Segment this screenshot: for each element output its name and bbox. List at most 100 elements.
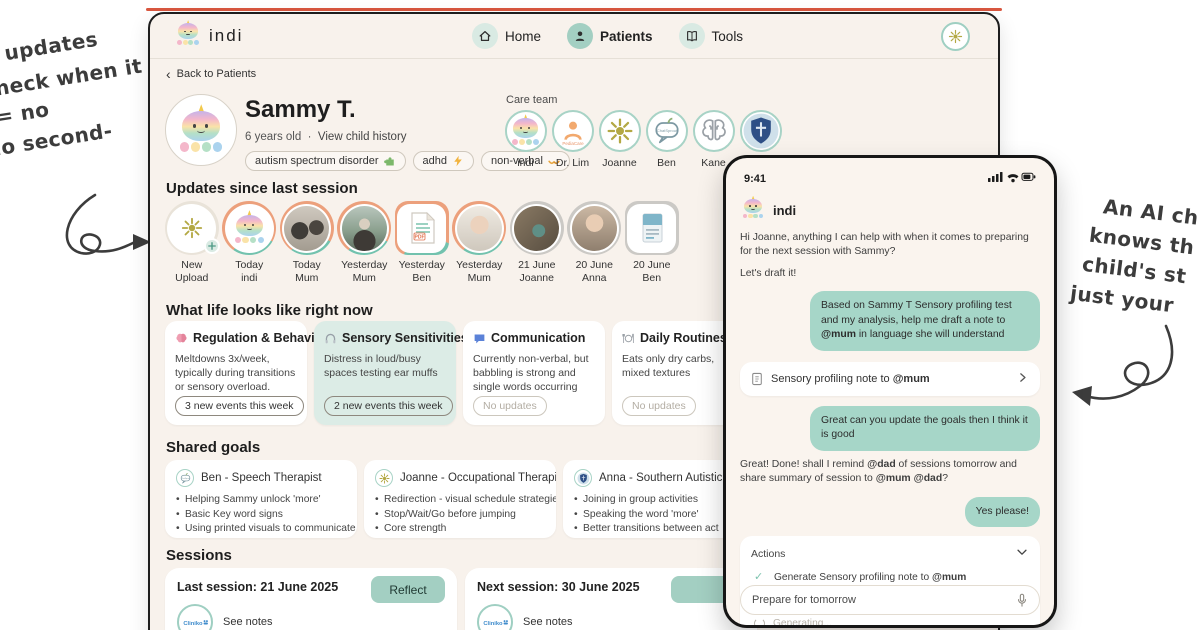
life-card-sensory-sensitivities[interactable]: Sensory Sensitivities Distress in loud/b… (314, 321, 468, 425)
plus-icon (203, 238, 220, 254)
back-link[interactable]: ‹ Back to Patients (166, 67, 256, 81)
update-item-yesterday-ben[interactable]: PDF Yesterday Ben (393, 201, 451, 285)
note-attachment-card[interactable]: Sensory profiling note to @mum (740, 361, 1040, 396)
window-top-accent (146, 8, 1002, 11)
utensils-icon (622, 332, 635, 345)
agent-message: Great! Done! shall I remind @dad of sess… (740, 458, 1017, 485)
patient-info: Sammy T. 6 years old · View child histor… (245, 96, 570, 171)
life-card-title: Daily Routines (640, 331, 727, 345)
life-card-title: Communication (491, 331, 586, 345)
care-member-name: indi (517, 157, 534, 169)
goal-owner: Anna - Southern Autistic Sch (599, 472, 746, 484)
svg-text:Cliniko: Cliniko (483, 620, 503, 626)
update-label: 20 June Ben (633, 259, 671, 284)
update-label: Yesterday Ben (398, 259, 445, 284)
nav-item-tools[interactable]: Tools (678, 23, 743, 49)
care-member-name: Dr. Lim (555, 157, 590, 169)
update-item-yesterday-mum[interactable]: Yesterday Mum (336, 201, 394, 285)
update-item-21-june-joanne[interactable]: 21 June Joanne (508, 201, 566, 285)
patient-age: 6 years old (245, 131, 302, 143)
sun-logo-icon (598, 110, 641, 152)
reflect-button[interactable]: Reflect (371, 576, 445, 603)
goal-owner: Ben - Speech Therapist (201, 472, 322, 484)
photo-craft (514, 205, 560, 251)
photo-girl (341, 205, 387, 251)
care-team-member-dr-lim[interactable]: PediaCare Dr. Lim (550, 110, 595, 169)
nav-item-patients[interactable]: Patients (567, 23, 653, 49)
see-notes-link[interactable]: See notes (523, 616, 573, 628)
person-icon (567, 23, 594, 49)
update-item-20-june-ben[interactable]: 20 June Ben (623, 201, 681, 285)
update-label: Today Mum (292, 259, 321, 284)
nav-label: Patients (600, 28, 653, 44)
chat-thread: Hi Joanne, anything I can help with when… (740, 231, 1040, 625)
octopus-icon (504, 110, 547, 152)
care-team-member-ben[interactable]: ChatSprout Ben (644, 110, 689, 169)
brain-logo-icon (692, 110, 735, 152)
update-item-today-mum[interactable]: Today Mum (278, 201, 336, 285)
user-avatar[interactable] (941, 22, 970, 51)
life-card-body: Meltdowns 3x/week, typically during tran… (175, 353, 296, 394)
care-team-member-indi[interactable]: indi (503, 110, 548, 169)
note-title: Sensory profiling note to @mum (771, 372, 930, 385)
user-message-bubble: Yes please! (964, 496, 1040, 528)
goal-list: Joining in group activitiesSpeaking the … (574, 493, 744, 537)
crest-logo-icon (739, 110, 782, 152)
care-team-member-kane[interactable]: Kane (691, 110, 736, 169)
actions-header[interactable]: Actions (751, 545, 1029, 562)
update-label: New Upload (175, 259, 209, 284)
main-nav: Home Patients Tools (472, 23, 743, 49)
tag-label: non-verbal (490, 155, 543, 167)
updates-section-title: Updates since last session (166, 180, 358, 197)
hands-icon (548, 155, 560, 167)
update-item-yesterday-mum[interactable]: Yesterday Mum (451, 201, 509, 285)
life-card-body: Currently non-verbal, but babbling is st… (473, 353, 589, 394)
goal-item: Helping Sammy unlock 'more' (176, 493, 346, 508)
session-card-last: Last session: 21 June 2025 Reflect Clini… (165, 568, 457, 630)
speech-icon (473, 332, 486, 345)
care-member-name: Joanne (602, 157, 637, 169)
goal-card-joanne[interactable]: Joanne - Occupational Therapist Redirect… (364, 460, 556, 538)
update-label: Today indi (235, 259, 264, 284)
octopus (226, 205, 272, 251)
goal-list: Redirection - visual schedule strategies… (375, 493, 556, 537)
status-icons (988, 170, 1036, 188)
action-item-generating: Generating...Share summary of the last s… (751, 617, 1029, 625)
care-team-member-anna[interactable]: Anna (738, 110, 783, 169)
update-item-today-indi[interactable]: Today indi (221, 201, 279, 285)
cliniko-logo-icon: Cliniko (177, 604, 213, 630)
brain-icon (175, 332, 188, 345)
sun-logo-icon (947, 28, 964, 45)
user-message-bubble: Great can you update the goals then I th… (810, 405, 1040, 451)
sessions-section-title: Sessions (166, 547, 232, 564)
update-label: Yesterday Mum (456, 259, 503, 284)
update-label: Yesterday Mum (341, 259, 388, 284)
puzzle-icon (383, 155, 396, 167)
document-icon (751, 372, 763, 386)
nav-item-home[interactable]: Home (472, 23, 541, 49)
chat-input[interactable]: Prepare for tomorrow (740, 585, 1040, 615)
care-team-member-joanne[interactable]: Joanne (597, 110, 642, 169)
svg-text:ChatSprout: ChatSprout (656, 128, 677, 133)
see-notes-link[interactable]: See notes (223, 616, 273, 628)
agent-message: Let's draft it! (740, 267, 797, 279)
patient-tags: autism spectrum disorder adhd non-verbal (245, 151, 570, 171)
life-card-regulation-behaviour[interactable]: Regulation & Behaviour Meltdowns 3x/week… (165, 321, 335, 425)
svg-text:PediaCare: PediaCare (562, 141, 584, 146)
indi-octopus-icon (742, 195, 764, 224)
goals-section-title: Shared goals (166, 439, 261, 456)
indi-octopus-icon (178, 104, 224, 153)
update-item-new-upload[interactable]: New Upload (163, 201, 221, 285)
update-label: 20 June Anna (575, 259, 613, 284)
indi-octopus-icon (511, 114, 541, 146)
view-child-history-link[interactable]: View child history (317, 131, 407, 143)
annotation-right-line-3: child's st (1080, 251, 1188, 289)
update-item-20-june-anna[interactable]: 20 June Anna (566, 201, 624, 285)
photo-anna (571, 205, 617, 251)
chatsprout-logo-icon: ChatSprout (645, 110, 688, 152)
microphone-icon[interactable] (1016, 593, 1028, 608)
update-label: 21 June Joanne (518, 259, 556, 284)
tag-label: adhd (422, 155, 447, 167)
life-card-communication[interactable]: Communication Currently non-verbal, but … (463, 321, 605, 425)
goal-card-ben[interactable]: ChatSprout Ben - Speech Therapist Helping… (165, 460, 357, 538)
